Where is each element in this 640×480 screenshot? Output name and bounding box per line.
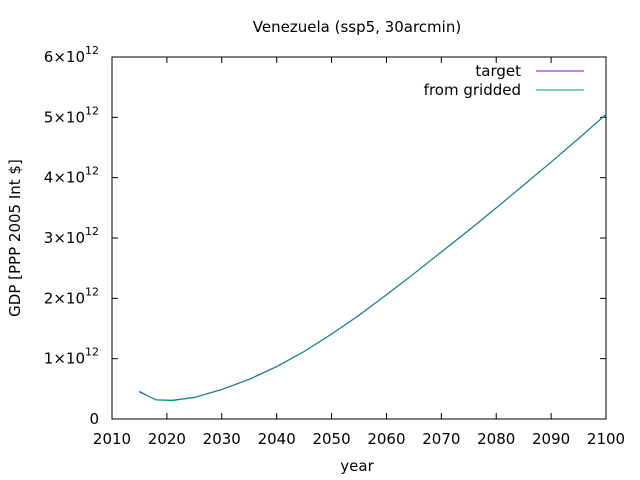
legend-label: target	[475, 62, 521, 80]
x-tick-label: 2100	[587, 430, 625, 448]
plot-border	[111, 56, 607, 420]
chart-title: Venezuela (ssp5, 30arcmin)	[253, 18, 461, 36]
x-tick-label: 2030	[203, 430, 241, 448]
y-tick-label: 5×1012	[44, 104, 99, 126]
x-tick-label: 2050	[312, 430, 350, 448]
x-tick-label: 2070	[422, 430, 460, 448]
y-axis: 0 1×1012 2×1012 3×1012 4×1012 5×1012 6×1012	[44, 44, 606, 428]
series-line-target	[139, 113, 607, 401]
y-tick-label: 6×1012	[44, 44, 99, 66]
y-tick-label: 3×1012	[44, 225, 99, 247]
x-tick-label: 2040	[258, 430, 296, 448]
x-axis-label: year	[340, 457, 374, 475]
y-tick-label: 1×1012	[44, 346, 99, 368]
x-tick-label: 2090	[532, 430, 570, 448]
y-axis-label: GDP [PPP 2005 Int $]	[6, 159, 24, 317]
y-tick-label: 0	[89, 410, 99, 428]
x-tick-label: 2010	[93, 430, 131, 448]
x-tick-label: 2080	[477, 430, 515, 448]
x-axis: 2010 2020 2030 2040 2050 2060 2070 2080 2090 2100	[93, 57, 625, 448]
x-tick-label: 2060	[367, 430, 405, 448]
y-tick-label: 2×1012	[44, 285, 99, 307]
plot-frame	[111, 56, 607, 420]
y-tick-label: 4×1012	[44, 165, 99, 187]
series-lines	[139, 113, 607, 402]
series-line-from-gridded	[139, 114, 607, 402]
legend-label: from gridded	[424, 81, 521, 99]
x-tick-label: 2020	[148, 430, 186, 448]
